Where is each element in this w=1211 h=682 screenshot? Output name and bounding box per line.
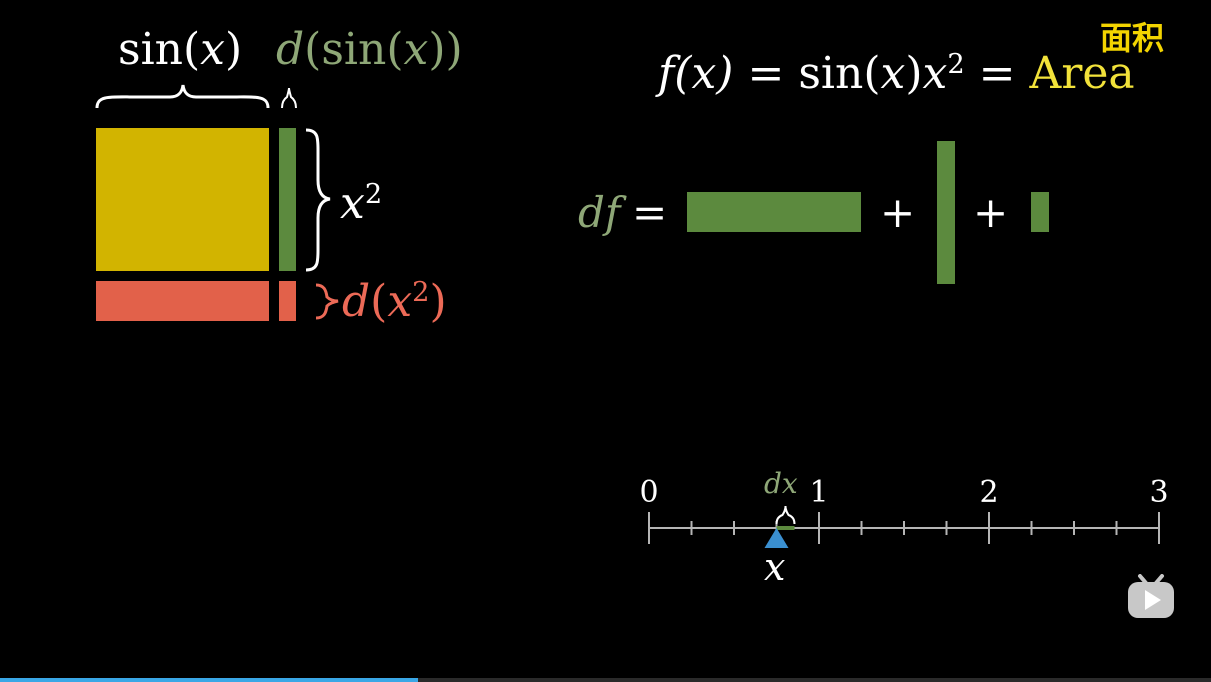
paren-close-3: ) bbox=[445, 24, 463, 75]
paren-open-2: ( bbox=[304, 24, 322, 75]
tick-label-3: 3 bbox=[1149, 475, 1168, 510]
video-progress-bar[interactable] bbox=[0, 678, 1211, 682]
equals-1: = bbox=[747, 48, 785, 99]
df-terms bbox=[687, 141, 1049, 284]
term-sin-times-dx2 bbox=[937, 141, 955, 284]
tick-label-1: 1 bbox=[809, 475, 828, 510]
df-equals: = bbox=[632, 188, 668, 237]
dsin-width-brace bbox=[281, 87, 297, 109]
x-marker-label: x bbox=[764, 545, 786, 589]
area-diagram bbox=[95, 84, 339, 321]
d-var-1: d bbox=[276, 24, 305, 75]
function-equation: f(x) = sin(x)x2 = Area bbox=[658, 49, 1135, 96]
paren-close-4: ) bbox=[429, 276, 447, 327]
x-var-3: x bbox=[880, 48, 906, 99]
paren-close-2: ) bbox=[428, 24, 446, 75]
x-sq-exp-2: 2 bbox=[412, 277, 430, 308]
sin-fn-text: sin bbox=[118, 24, 183, 75]
sin-width-brace bbox=[95, 84, 270, 109]
term-dsin-times-x2 bbox=[687, 192, 861, 232]
f-of-x: f(x) bbox=[658, 48, 734, 99]
sin-x-label: sin(x) bbox=[118, 28, 242, 72]
x-sq-exp-1: 2 bbox=[364, 179, 383, 210]
d-x-squared-label: d(x2) bbox=[342, 277, 447, 324]
x-sq-base-1: x bbox=[340, 178, 365, 229]
area-word: Area bbox=[1029, 48, 1135, 99]
paren-open-4: ( bbox=[370, 276, 388, 327]
x2-height-brace bbox=[305, 128, 331, 272]
x-var-2: x bbox=[403, 24, 429, 75]
play-logo-icon bbox=[1128, 574, 1174, 618]
plus-1: + bbox=[880, 188, 916, 237]
subtitle-cn: 面积 bbox=[1100, 19, 1165, 57]
equals-2: = bbox=[978, 48, 1016, 99]
x-squared-label: x2 bbox=[340, 179, 383, 226]
d-sin-x-label: d(sin(x)) bbox=[276, 28, 463, 72]
df-label: df bbox=[578, 188, 621, 237]
tick-label-2: 2 bbox=[979, 475, 998, 510]
tick-label-0: 0 bbox=[639, 475, 658, 510]
corner-strip bbox=[279, 281, 296, 321]
sin-fn-text-2: sin bbox=[321, 24, 387, 75]
x-sq-base-3: x bbox=[922, 48, 948, 99]
dsin-strip bbox=[279, 128, 296, 271]
sin-x-squared-area bbox=[96, 128, 269, 271]
paren-open-3: ( bbox=[386, 24, 404, 75]
x-marker-triangle[interactable] bbox=[764, 528, 789, 548]
d-var-2: d bbox=[342, 276, 371, 327]
plus-2: + bbox=[973, 188, 1009, 237]
video-progress-fill bbox=[0, 678, 418, 682]
sin-fn-text-3: sin bbox=[798, 48, 864, 99]
paren-close-1: ) bbox=[225, 24, 243, 75]
x-sq-exp-3: 2 bbox=[947, 49, 965, 80]
paren-close-5: ) bbox=[905, 48, 923, 99]
number-line: 0 1 2 3 bbox=[639, 475, 1169, 548]
term-dsin-times-dx2 bbox=[1031, 192, 1049, 232]
paren-open-5: ( bbox=[863, 48, 881, 99]
x-sq-base-2: x bbox=[387, 276, 413, 327]
paren-open-1: ( bbox=[183, 24, 201, 75]
dx-label: dx bbox=[764, 467, 798, 500]
dx-brace bbox=[775, 505, 796, 525]
dx2-height-brace bbox=[315, 283, 339, 320]
dx2-strip bbox=[96, 281, 269, 321]
x-var-1: x bbox=[200, 24, 225, 75]
